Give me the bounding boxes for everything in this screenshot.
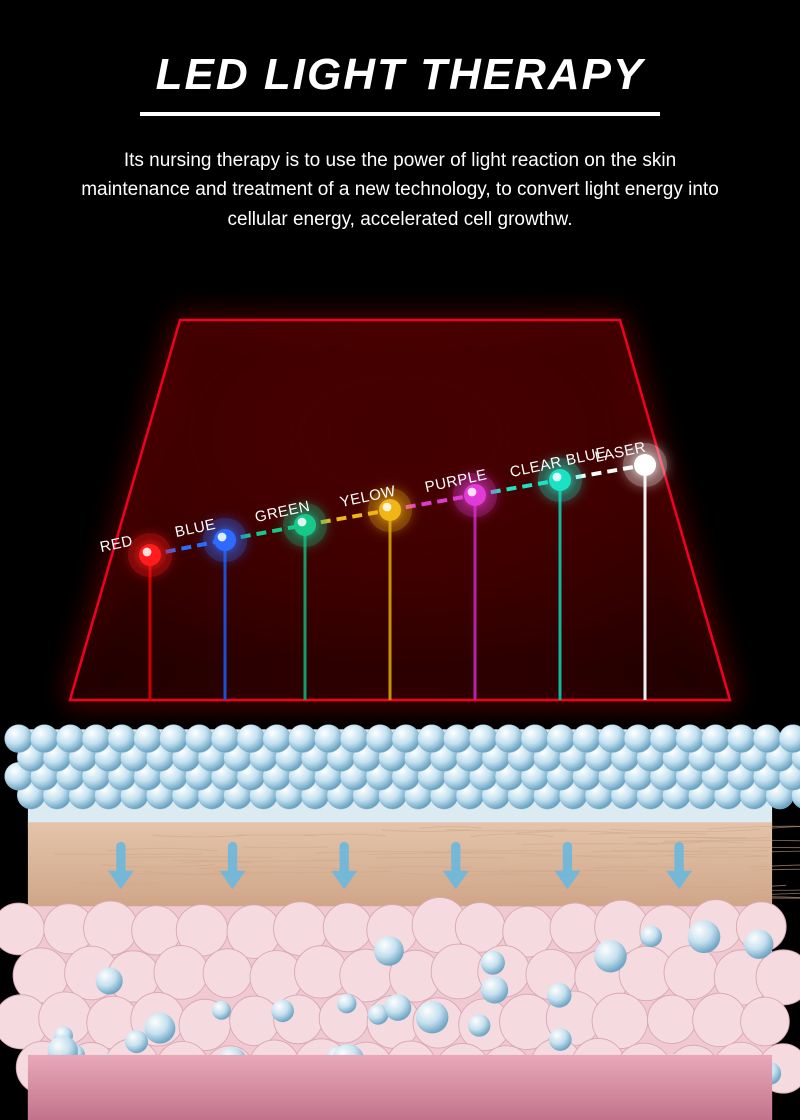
skin-layers <box>0 720 800 1120</box>
light-spectrum <box>0 0 800 740</box>
